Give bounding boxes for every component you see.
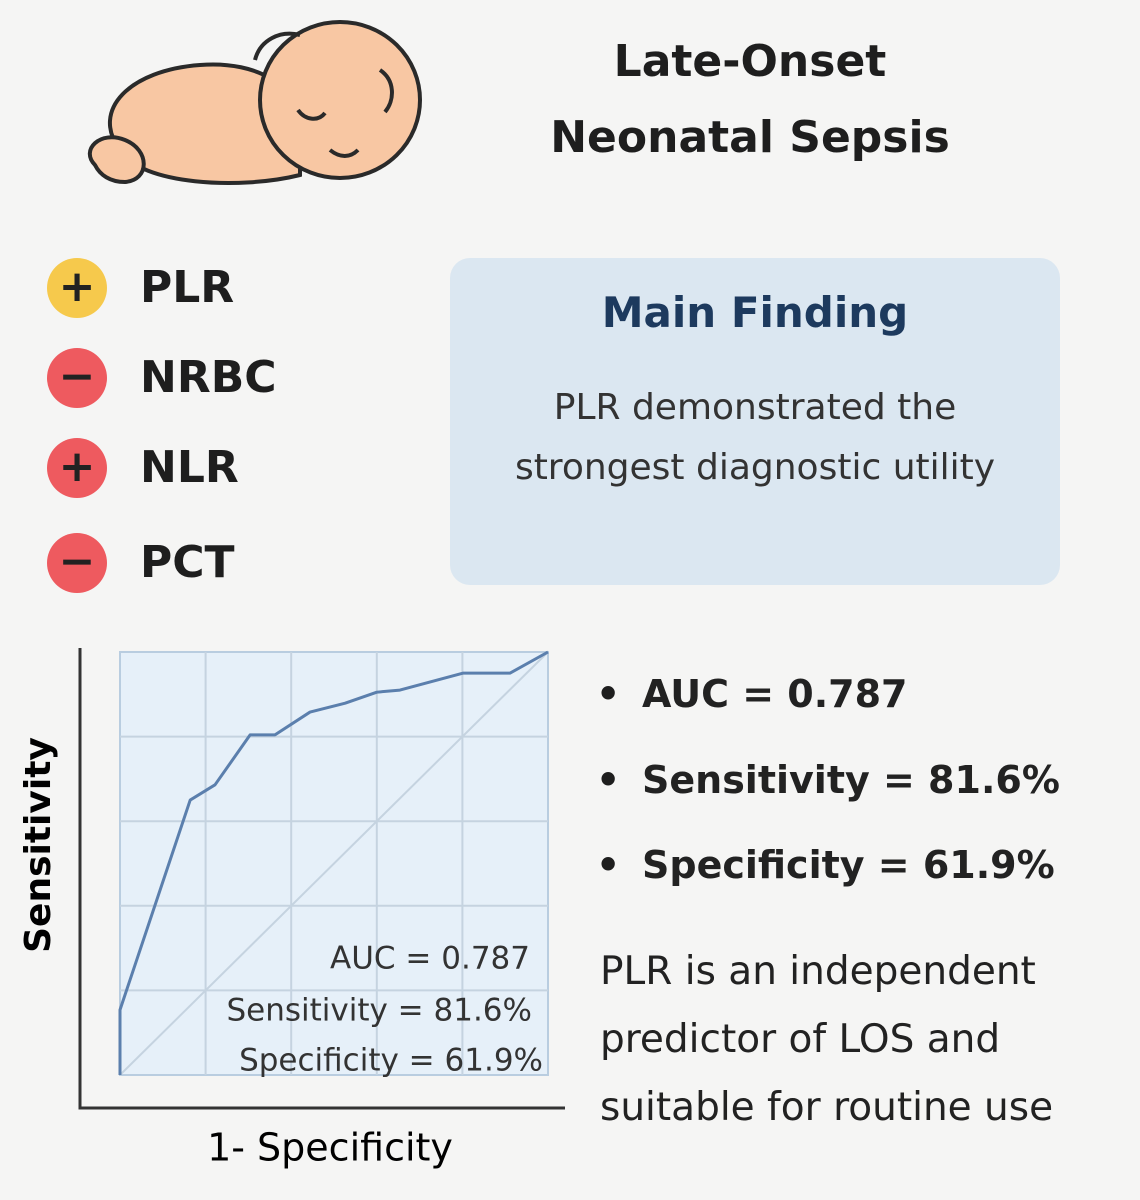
baby-illustration — [87, 20, 422, 185]
marker-icon: − — [47, 348, 107, 408]
marker-icon: + — [47, 258, 107, 318]
bullet-dot: • — [596, 672, 621, 716]
marker-label: PLR — [140, 262, 235, 313]
reference-diagonal — [119, 651, 549, 1076]
axes — [78, 648, 565, 1110]
marker-icon: − — [47, 533, 107, 593]
annotation: Specificity = 61.9% — [239, 1043, 543, 1079]
marker-label: NLR — [140, 442, 239, 493]
bullet-text: Specificity = 61.9% — [642, 843, 1055, 887]
annotation: Sensitivity = 81.6% — [226, 993, 532, 1029]
bullet-text: AUC = 0.787 — [642, 672, 908, 716]
bullet-dot: • — [596, 758, 621, 802]
title-line: Late-Onset — [613, 36, 887, 87]
conclusion: PLR is an independent predictor of LOS a… — [600, 949, 1054, 1130]
annotation: AUC = 0.787 — [330, 941, 530, 977]
main-finding-text: PLR demonstrated the strongest diagnosti… — [514, 387, 996, 488]
marker-icon: + — [47, 438, 107, 498]
marker-label: PCT — [140, 537, 235, 588]
bullet-dot: • — [596, 843, 621, 887]
marker-label: NRBC — [140, 352, 277, 403]
y-axis-label: Sensitivity — [18, 737, 59, 953]
title-line: Neonatal Sepsis — [550, 112, 950, 163]
roc-curve — [118, 650, 549, 1075]
bullet-text: Sensitivity = 81.6% — [642, 758, 1060, 802]
main-finding-title: Main Finding — [601, 288, 909, 337]
main-finding-box — [450, 258, 1060, 585]
x-axis-label: 1- Specificity — [207, 1126, 453, 1170]
